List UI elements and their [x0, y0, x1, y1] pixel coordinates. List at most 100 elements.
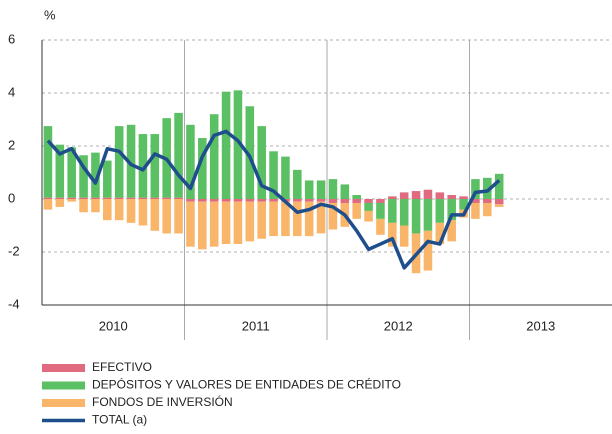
- bar-segment: [174, 112, 183, 198]
- bar-segment: [43, 197, 53, 199]
- bar-segment: [328, 202, 338, 230]
- bar-segment: [209, 201, 219, 247]
- bar-segment: [79, 197, 88, 199]
- bar-segment: [245, 201, 255, 242]
- bar-segment: [162, 197, 171, 199]
- bar-segment: [471, 202, 480, 219]
- bar-segment: [79, 155, 88, 198]
- bar-segment: [138, 134, 148, 198]
- bar-segment: [43, 199, 53, 210]
- bar-segment: [174, 197, 183, 199]
- bar-segment: [328, 199, 338, 203]
- bar-segment: [293, 199, 302, 202]
- bar-segment: [340, 184, 350, 199]
- bar-segment: [399, 225, 409, 247]
- bar-segment: [352, 195, 361, 199]
- bar-segment: [91, 197, 100, 199]
- bar-segment: [352, 199, 361, 203]
- bar-segment: [459, 196, 468, 199]
- legend-swatch: [42, 364, 85, 372]
- bar-segment: [126, 197, 136, 199]
- bar-segment: [150, 199, 160, 231]
- bar-segment: [494, 204, 504, 207]
- bar-segment: [186, 199, 195, 202]
- bar-segment: [233, 201, 243, 245]
- legend-label: DEPÓSITOS Y VALORES DE ENTIDADES DE CRÉD…: [92, 377, 401, 392]
- bar-segment: [388, 199, 397, 223]
- bar-segment: [459, 199, 468, 210]
- bar-segment: [245, 199, 255, 202]
- bar-segment: [91, 152, 100, 198]
- bar-segment: [388, 196, 397, 199]
- y-tick-label: 6: [8, 31, 15, 46]
- bar-segment: [364, 202, 373, 211]
- bar-segment: [67, 199, 76, 202]
- x-group-label: 2013: [526, 318, 555, 333]
- bar-segment: [126, 124, 136, 198]
- legend-swatch: [42, 381, 85, 390]
- bar-segment: [494, 173, 504, 199]
- bar-segment: [269, 201, 278, 237]
- bar-segment: [114, 197, 124, 199]
- bar-segment: [376, 202, 385, 219]
- bar-segment: [435, 199, 445, 223]
- bar-segment: [257, 126, 266, 199]
- bar-segment: [174, 199, 183, 234]
- y-tick-label: 0: [8, 190, 15, 205]
- bar-segment: [269, 199, 278, 202]
- legend-label: FONDOS DE INVERSIÓN: [92, 394, 233, 409]
- bar-segment: [388, 222, 397, 247]
- x-group-label: 2010: [99, 318, 128, 333]
- bar-segment: [103, 199, 112, 221]
- bar-segment: [399, 199, 409, 226]
- bar-segment: [138, 197, 148, 199]
- bar-segment: [198, 199, 207, 202]
- y-unit: %: [44, 7, 56, 22]
- bar-segment: [316, 180, 326, 199]
- legend-label: TOTAL (a): [92, 413, 147, 427]
- bar-segment: [304, 199, 314, 202]
- bar-segment: [103, 160, 112, 198]
- bar-segment: [435, 192, 445, 199]
- bar-segment: [221, 199, 231, 202]
- bar-segment: [79, 199, 88, 213]
- bar-segment: [221, 201, 231, 245]
- bar-segment: [209, 114, 219, 199]
- bar-segment: [364, 199, 373, 203]
- bar-segment: [293, 201, 302, 237]
- bar-segment: [55, 144, 65, 198]
- bar-segment: [257, 199, 266, 202]
- bar-segment: [67, 147, 76, 198]
- bar-segment: [103, 197, 112, 199]
- bar-segment: [435, 222, 445, 245]
- bar-segment: [316, 199, 326, 202]
- bar-segment: [233, 90, 243, 199]
- bar-segment: [304, 180, 314, 199]
- bar-segment: [423, 230, 433, 271]
- bar-segment: [67, 197, 76, 199]
- bar-segment: [447, 220, 456, 242]
- bar-segment: [447, 199, 456, 221]
- bar-segment: [186, 124, 195, 199]
- bar-segment: [186, 201, 195, 247]
- bar-segment: [281, 201, 290, 237]
- y-tick-label: 2: [8, 137, 15, 152]
- bar-segment: [91, 199, 100, 213]
- bar-segment: [411, 199, 421, 234]
- bar-segment: [423, 199, 433, 231]
- bar-segment: [304, 201, 314, 237]
- total-line: [46, 129, 501, 270]
- bar-segment: [257, 201, 266, 239]
- bar-segment: [281, 156, 290, 199]
- bar-segment: [483, 202, 492, 217]
- bar-segment: [447, 195, 456, 199]
- bar-segment: [233, 199, 243, 202]
- bar-segment: [162, 199, 171, 234]
- bar-segment: [198, 201, 207, 250]
- bar-segment: [55, 199, 65, 207]
- bar-segment: [293, 169, 302, 199]
- bar-segment: [43, 126, 53, 198]
- bar-segment: [483, 177, 492, 199]
- bar-segment: [150, 197, 160, 199]
- bar-segment: [411, 191, 421, 199]
